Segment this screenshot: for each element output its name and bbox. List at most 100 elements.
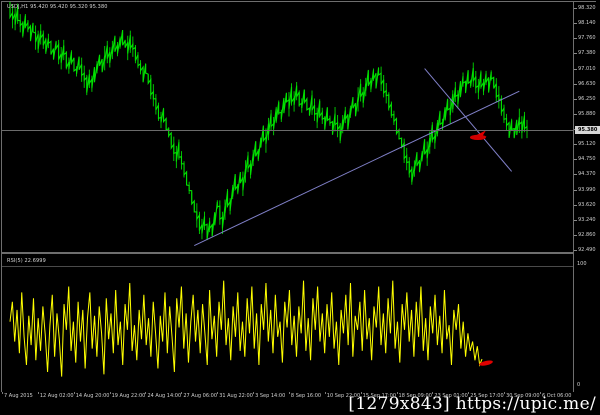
time-tick-mark bbox=[37, 392, 39, 394]
price-tick: 95.880 bbox=[574, 111, 600, 118]
time-tick-label: 15 Sep 17:00 bbox=[360, 392, 397, 399]
rsi-scale-max-label: 100 bbox=[577, 261, 587, 267]
time-tick-mark bbox=[396, 392, 398, 394]
time-tick-label: 3 Sep 14:00 bbox=[253, 392, 286, 399]
rsi-scale-min-label: 0 bbox=[577, 382, 581, 388]
price-tick: 94.750 bbox=[574, 156, 600, 163]
price-tick: 98.320 bbox=[574, 5, 600, 12]
rsi-upper-boundary bbox=[2, 266, 573, 267]
rsi-chart-canvas[interactable] bbox=[2, 255, 573, 392]
rsi-line-series bbox=[9, 280, 483, 377]
time-tick-label: 23 Sep 01:00 bbox=[432, 392, 468, 399]
time-tick-mark bbox=[432, 392, 434, 394]
price-tick-label: 95.880 bbox=[578, 110, 596, 117]
time-tick-label: 10 Sep 22:00 bbox=[324, 392, 361, 399]
trendline-1[interactable] bbox=[194, 90, 520, 246]
rsi-pane-label: RSI(5) 22.6999 bbox=[7, 258, 46, 264]
current-price-badge: 95.380 bbox=[575, 126, 600, 135]
price-tick-label: 93.620 bbox=[578, 201, 596, 208]
price-tick-label: 92.860 bbox=[578, 231, 596, 238]
price-tick-mark bbox=[574, 98, 577, 100]
price-tick-label: 98.140 bbox=[578, 20, 596, 27]
time-tick-label: 30 Sep 09:00 bbox=[504, 392, 540, 399]
price-tick: 94.370 bbox=[574, 171, 600, 178]
time-tick-mark bbox=[540, 392, 541, 394]
time-tick-mark bbox=[217, 392, 219, 394]
price-chart-canvas[interactable] bbox=[2, 2, 573, 252]
price-tick-label: 97.010 bbox=[578, 65, 596, 72]
time-tick-label: 19 Aug 22:00 bbox=[109, 392, 146, 399]
time-tick-mark bbox=[109, 392, 111, 394]
price-tick: 93.620 bbox=[574, 202, 600, 209]
time-tick-mark bbox=[288, 392, 290, 394]
price-tick-label: 94.750 bbox=[578, 156, 596, 163]
price-tick: 97.760 bbox=[574, 35, 600, 42]
time-scale-axis[interactable]: 7 Aug 2015 12 Aug 02:00 14 Aug 20:00 19 Aug… bbox=[2, 392, 573, 402]
price-tick: 98.140 bbox=[574, 20, 600, 27]
price-tick-label: 97.380 bbox=[578, 50, 596, 57]
time-tick-mark bbox=[253, 392, 255, 394]
price-tick-mark bbox=[574, 219, 577, 221]
price-tick-mark bbox=[574, 83, 577, 85]
price-tick: 93.240 bbox=[574, 217, 600, 224]
price-pane-label: USDJ,H1 95.420 95.420 95.320 95.380 bbox=[7, 4, 108, 10]
price-tick-mark bbox=[574, 250, 577, 251]
rsi-indicator-pane[interactable] bbox=[2, 255, 573, 392]
time-tick-label: 31 Aug 22:00 bbox=[217, 392, 253, 399]
price-tick: 92.490 bbox=[574, 247, 600, 254]
price-tick-mark bbox=[574, 38, 577, 40]
time-tick-label: 14 Aug 20:00 bbox=[73, 392, 110, 399]
current-price-value: 95.380 bbox=[578, 127, 598, 134]
time-tick-label: 6 Oct 06:00 bbox=[540, 392, 572, 399]
price-tick: 93.990 bbox=[574, 187, 600, 194]
price-tick-mark bbox=[574, 53, 577, 55]
price-tick-mark bbox=[574, 23, 577, 25]
price-tick: 96.250 bbox=[574, 96, 600, 103]
price-tick: 97.010 bbox=[574, 66, 600, 73]
price-ohlc-bars bbox=[9, 3, 528, 241]
trendline-2[interactable] bbox=[424, 68, 513, 172]
pane-divider bbox=[2, 252, 595, 254]
time-tick-mark bbox=[468, 392, 470, 394]
time-tick-mark bbox=[324, 392, 326, 394]
price-tick-label: 92.490 bbox=[578, 247, 596, 253]
price-chart-pane[interactable] bbox=[2, 2, 573, 252]
price-tick-label: 95.120 bbox=[578, 141, 596, 148]
price-tick-mark bbox=[574, 68, 577, 70]
current-price-line bbox=[2, 130, 573, 132]
time-tick-label: 25 Sep 17:00 bbox=[468, 392, 504, 399]
price-tick-mark bbox=[574, 144, 577, 146]
price-tick-label: 94.370 bbox=[578, 171, 596, 178]
price-tick: 96.630 bbox=[574, 81, 600, 88]
time-tick-mark bbox=[181, 392, 183, 394]
price-tick-mark bbox=[574, 204, 577, 206]
image-watermark: [1279x843] https://upic.me/ bbox=[348, 394, 596, 414]
sell-arrow-marker[interactable] bbox=[469, 130, 487, 140]
time-tick-mark bbox=[2, 392, 3, 394]
time-tick-label: 8 Sep 16:00 bbox=[288, 392, 322, 399]
time-tick-mark bbox=[145, 392, 147, 394]
time-tick-mark bbox=[360, 392, 362, 394]
time-tick-label: 27 Aug 06:00 bbox=[181, 392, 218, 399]
time-tick-mark bbox=[73, 392, 75, 394]
price-tick-label: 93.990 bbox=[578, 186, 596, 193]
time-tick-label: 12 Aug 02:00 bbox=[37, 392, 74, 399]
price-tick-label: 96.250 bbox=[578, 95, 596, 102]
price-tick-label: 98.320 bbox=[578, 5, 596, 11]
rsi-sell-marker bbox=[479, 360, 493, 366]
price-tick-label: 93.240 bbox=[578, 216, 596, 223]
price-tick-mark bbox=[574, 174, 577, 176]
price-tick-mark bbox=[574, 8, 577, 9]
time-tick-label: 18 Sep 09:00 bbox=[396, 392, 432, 399]
price-tick: 95.120 bbox=[574, 141, 600, 148]
price-tick-mark bbox=[574, 113, 577, 115]
price-tick-mark bbox=[574, 159, 577, 161]
price-tick-mark bbox=[574, 189, 577, 191]
time-tick-mark bbox=[504, 392, 506, 394]
time-tick-label: 7 Aug 2015 bbox=[2, 392, 33, 399]
price-tick-label: 97.760 bbox=[578, 35, 596, 42]
price-tick: 97.380 bbox=[574, 50, 600, 57]
price-scale-axis[interactable]: 98.320 98.140 97.760 97.380 97.010 96.630 96.2… bbox=[573, 2, 600, 392]
price-tick: 92.860 bbox=[574, 232, 600, 239]
